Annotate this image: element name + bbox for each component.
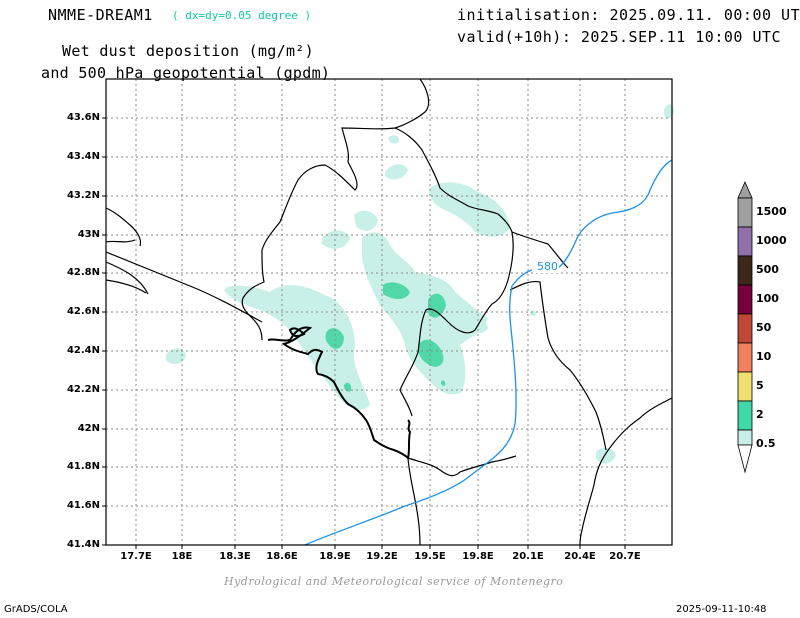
legend-label: 50 <box>756 321 772 334</box>
map-title-line2: and 500 hPa geopotential (gpdm) <box>41 64 331 82</box>
legend-label: 10 <box>756 350 772 363</box>
legend-swatch-500 <box>737 255 753 286</box>
lon-label: 18E <box>171 551 193 562</box>
credit-line: Hydrological and Meteorological service … <box>224 575 564 588</box>
timestamp: 2025-09-11-10:48 <box>676 604 767 615</box>
deposition-light-areas <box>166 104 674 464</box>
lat-label: 42.2N <box>66 384 100 395</box>
legend-swatch-50 <box>737 313 753 344</box>
legend-swatch-1500 <box>737 197 753 228</box>
resolution-note: ( dx=dy=0.05 degree ) <box>172 9 312 22</box>
lat-label: 42.4N <box>66 345 100 356</box>
lat-label: 41.8N <box>66 461 100 472</box>
legend-label: 5 <box>756 379 764 392</box>
lon-label: 18.9E <box>319 551 351 562</box>
lat-label: 42.8N <box>66 267 100 278</box>
legend-colorbar <box>737 181 753 474</box>
contour-label-580: 580 <box>536 260 559 273</box>
lon-label: 19.5E <box>414 551 446 562</box>
geopotential-contour <box>304 159 673 546</box>
lon-label: 18.6E <box>266 551 298 562</box>
lon-label: 20.4E <box>564 551 596 562</box>
valid-time: valid(+10h): 2025.SEP.11 10:00 UTC <box>457 28 782 46</box>
software-label: GrADS/COLA <box>4 604 68 615</box>
model-name: NMME-DREAM1 <box>48 6 153 24</box>
legend-swatch-05 <box>737 429 753 446</box>
legend-label: 1500 <box>756 205 787 218</box>
legend-label: 0.5 <box>756 437 776 450</box>
lat-label: 41.6N <box>66 500 100 511</box>
lat-label: 41.4N <box>66 539 100 550</box>
legend-label: 2 <box>756 408 764 421</box>
lat-label: 43.2N <box>66 190 100 201</box>
legend-label: 1000 <box>756 234 787 247</box>
coastline <box>267 326 412 460</box>
map-title-line1: Wet dust deposition (mg/m²) <box>62 42 314 60</box>
legend-swatch-5 <box>737 371 753 402</box>
lon-label: 19.2E <box>366 551 398 562</box>
country-borders <box>105 78 673 546</box>
lat-label: 43.6N <box>66 112 100 123</box>
axis-ticks <box>102 117 626 549</box>
lon-label: 18.3E <box>219 551 251 562</box>
lon-label: 20.1E <box>512 551 544 562</box>
lon-label: 20.7E <box>609 551 641 562</box>
lat-label: 42N <box>77 423 100 434</box>
legend-swatch-1000 <box>737 226 753 257</box>
legend-label: 500 <box>756 263 779 276</box>
legend-swatch-2 <box>737 400 753 431</box>
lon-label: 19.8E <box>462 551 494 562</box>
legend-arrow-top <box>737 181 753 199</box>
graticule <box>106 79 672 545</box>
legend-swatch-10 <box>737 342 753 373</box>
init-time: initialisation: 2025.09.11. 00:00 UTC <box>457 6 800 24</box>
lat-label: 43.4N <box>66 151 100 162</box>
lon-label: 17.7E <box>120 551 152 562</box>
legend-arrow-bottom <box>737 444 753 474</box>
legend-swatch-100 <box>737 284 753 315</box>
lat-label: 43N <box>77 229 100 240</box>
lat-label: 42.6N <box>66 306 100 317</box>
legend-label: 100 <box>756 292 779 305</box>
